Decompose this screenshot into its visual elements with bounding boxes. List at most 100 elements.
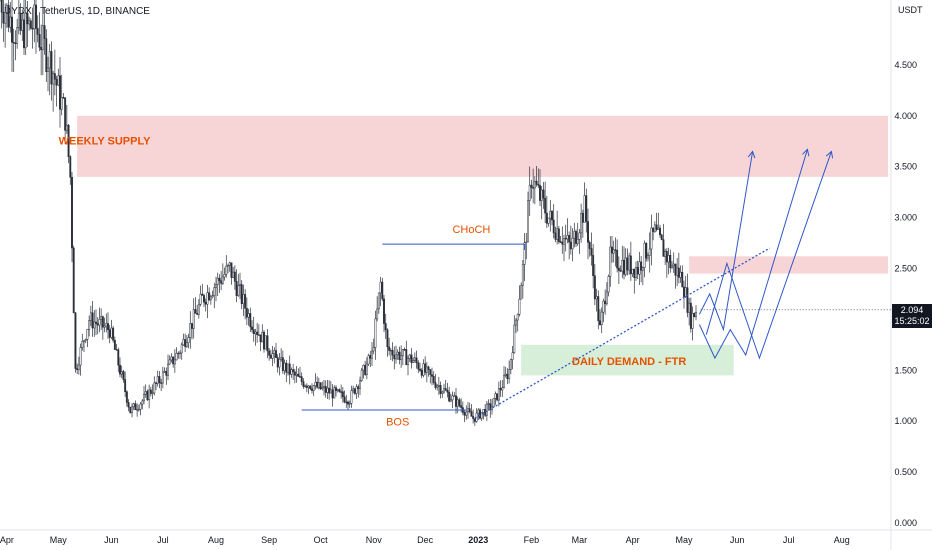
candle-body-319 bbox=[545, 212, 548, 224]
candle-body-285 bbox=[487, 403, 490, 405]
candles bbox=[0, 0, 697, 426]
candle-body-45 bbox=[76, 368, 79, 370]
candle-body-366 bbox=[626, 257, 629, 271]
candle-body-215 bbox=[367, 355, 370, 365]
x-tick-label-10: Feb bbox=[524, 535, 540, 545]
candle-body-389 bbox=[665, 251, 668, 263]
candle-body-103 bbox=[175, 353, 178, 361]
candle-body-213 bbox=[364, 364, 367, 375]
candle-body-211 bbox=[360, 369, 363, 381]
x-tick-label-9: 2023 bbox=[468, 535, 488, 545]
candle-body-89 bbox=[151, 392, 154, 395]
candle-body-39 bbox=[65, 124, 68, 131]
candle-body-228 bbox=[389, 350, 392, 352]
candle-body-229 bbox=[391, 350, 394, 356]
trendline-line bbox=[474, 247, 771, 419]
candle-body-313 bbox=[535, 180, 538, 185]
candle-body-352 bbox=[602, 300, 605, 313]
candle-body-9 bbox=[14, 42, 17, 44]
projection-path-1 bbox=[698, 149, 808, 360]
candle-body-79 bbox=[134, 403, 137, 411]
candle-body-201 bbox=[343, 396, 346, 403]
candle-body-93 bbox=[158, 376, 161, 383]
candle-body-4 bbox=[5, 5, 8, 13]
candle-body-207 bbox=[353, 388, 356, 394]
candle-body-191 bbox=[326, 387, 329, 393]
candle-body-113 bbox=[192, 309, 195, 329]
current-price-label: 2.094 15:25:02 bbox=[892, 304, 932, 328]
projection-arrowhead-1 bbox=[802, 148, 810, 157]
candle-body-358 bbox=[612, 249, 615, 254]
candle-body-128 bbox=[218, 277, 221, 281]
candle-body-5 bbox=[7, 5, 10, 28]
candle-body-88 bbox=[149, 389, 152, 394]
candle-body-41 bbox=[69, 156, 72, 178]
candle-body-253 bbox=[432, 376, 435, 383]
candle-body-122 bbox=[208, 292, 211, 301]
candle-body-120 bbox=[204, 302, 207, 305]
x-tick-label-11: Mar bbox=[572, 535, 588, 545]
candle-body-143 bbox=[244, 294, 247, 309]
candle-body-162 bbox=[276, 357, 279, 368]
candle-body-110 bbox=[187, 337, 190, 344]
candle-body-190 bbox=[324, 386, 327, 393]
candle-body-386 bbox=[660, 234, 663, 240]
candle-body-230 bbox=[393, 354, 396, 360]
candle-body-62 bbox=[105, 323, 108, 327]
candle-body-196 bbox=[335, 387, 337, 391]
candle-body-216 bbox=[369, 355, 372, 359]
candle-body-221 bbox=[377, 292, 380, 310]
candle-body-339 bbox=[580, 213, 583, 234]
candle-body-345 bbox=[590, 248, 593, 256]
candle-body-91 bbox=[155, 382, 157, 384]
candle-body-281 bbox=[480, 412, 483, 419]
candle-body-383 bbox=[655, 224, 658, 230]
candle-body-378 bbox=[647, 255, 649, 259]
candle-body-380 bbox=[650, 227, 653, 250]
candle-body-346 bbox=[592, 255, 595, 276]
candle-body-169 bbox=[288, 363, 291, 375]
candle-body-194 bbox=[331, 389, 334, 399]
candle-body-321 bbox=[549, 211, 552, 219]
candle-body-8 bbox=[12, 42, 15, 44]
candle-body-248 bbox=[424, 363, 427, 373]
candle-body-12 bbox=[19, 12, 22, 31]
candle-body-121 bbox=[206, 292, 209, 305]
candle-body-178 bbox=[304, 385, 307, 387]
candle-body-133 bbox=[227, 265, 229, 267]
candle-body-171 bbox=[292, 369, 295, 373]
candle-body-147 bbox=[251, 326, 253, 330]
candle-body-24 bbox=[40, 47, 43, 51]
candle-body-289 bbox=[494, 393, 497, 399]
candle-body-262 bbox=[448, 391, 451, 402]
candle-body-307 bbox=[525, 241, 528, 244]
candle-body-209 bbox=[357, 386, 360, 389]
x-tick-label-13: May bbox=[675, 535, 693, 545]
candle-body-155 bbox=[264, 335, 267, 350]
candle-body-136 bbox=[232, 271, 235, 278]
candle-body-80 bbox=[136, 409, 139, 411]
candle-body-224 bbox=[383, 298, 385, 324]
candle-body-227 bbox=[388, 346, 391, 351]
candle-body-167 bbox=[285, 362, 288, 373]
candle-body-299 bbox=[511, 352, 514, 360]
candle-body-198 bbox=[338, 389, 341, 392]
candle-body-186 bbox=[317, 382, 320, 388]
candle-body-251 bbox=[429, 369, 432, 375]
annotation-label-2: BOS bbox=[386, 416, 409, 428]
candle-body-47 bbox=[79, 347, 82, 366]
x-tick-label-14: Jun bbox=[730, 535, 745, 545]
candle-body-404 bbox=[691, 313, 694, 329]
candle-body-193 bbox=[329, 389, 332, 394]
candle-body-398 bbox=[681, 271, 684, 288]
candle-body-400 bbox=[684, 287, 687, 297]
y-tick-label-0: 0.000 bbox=[894, 518, 917, 528]
candle-body-141 bbox=[240, 284, 243, 304]
candle-body-206 bbox=[352, 388, 355, 391]
candle-body-166 bbox=[283, 362, 286, 371]
candle-body-363 bbox=[621, 260, 624, 272]
candle-body-234 bbox=[400, 355, 403, 361]
candle-body-74 bbox=[125, 391, 128, 403]
candle-body-26 bbox=[43, 25, 46, 39]
